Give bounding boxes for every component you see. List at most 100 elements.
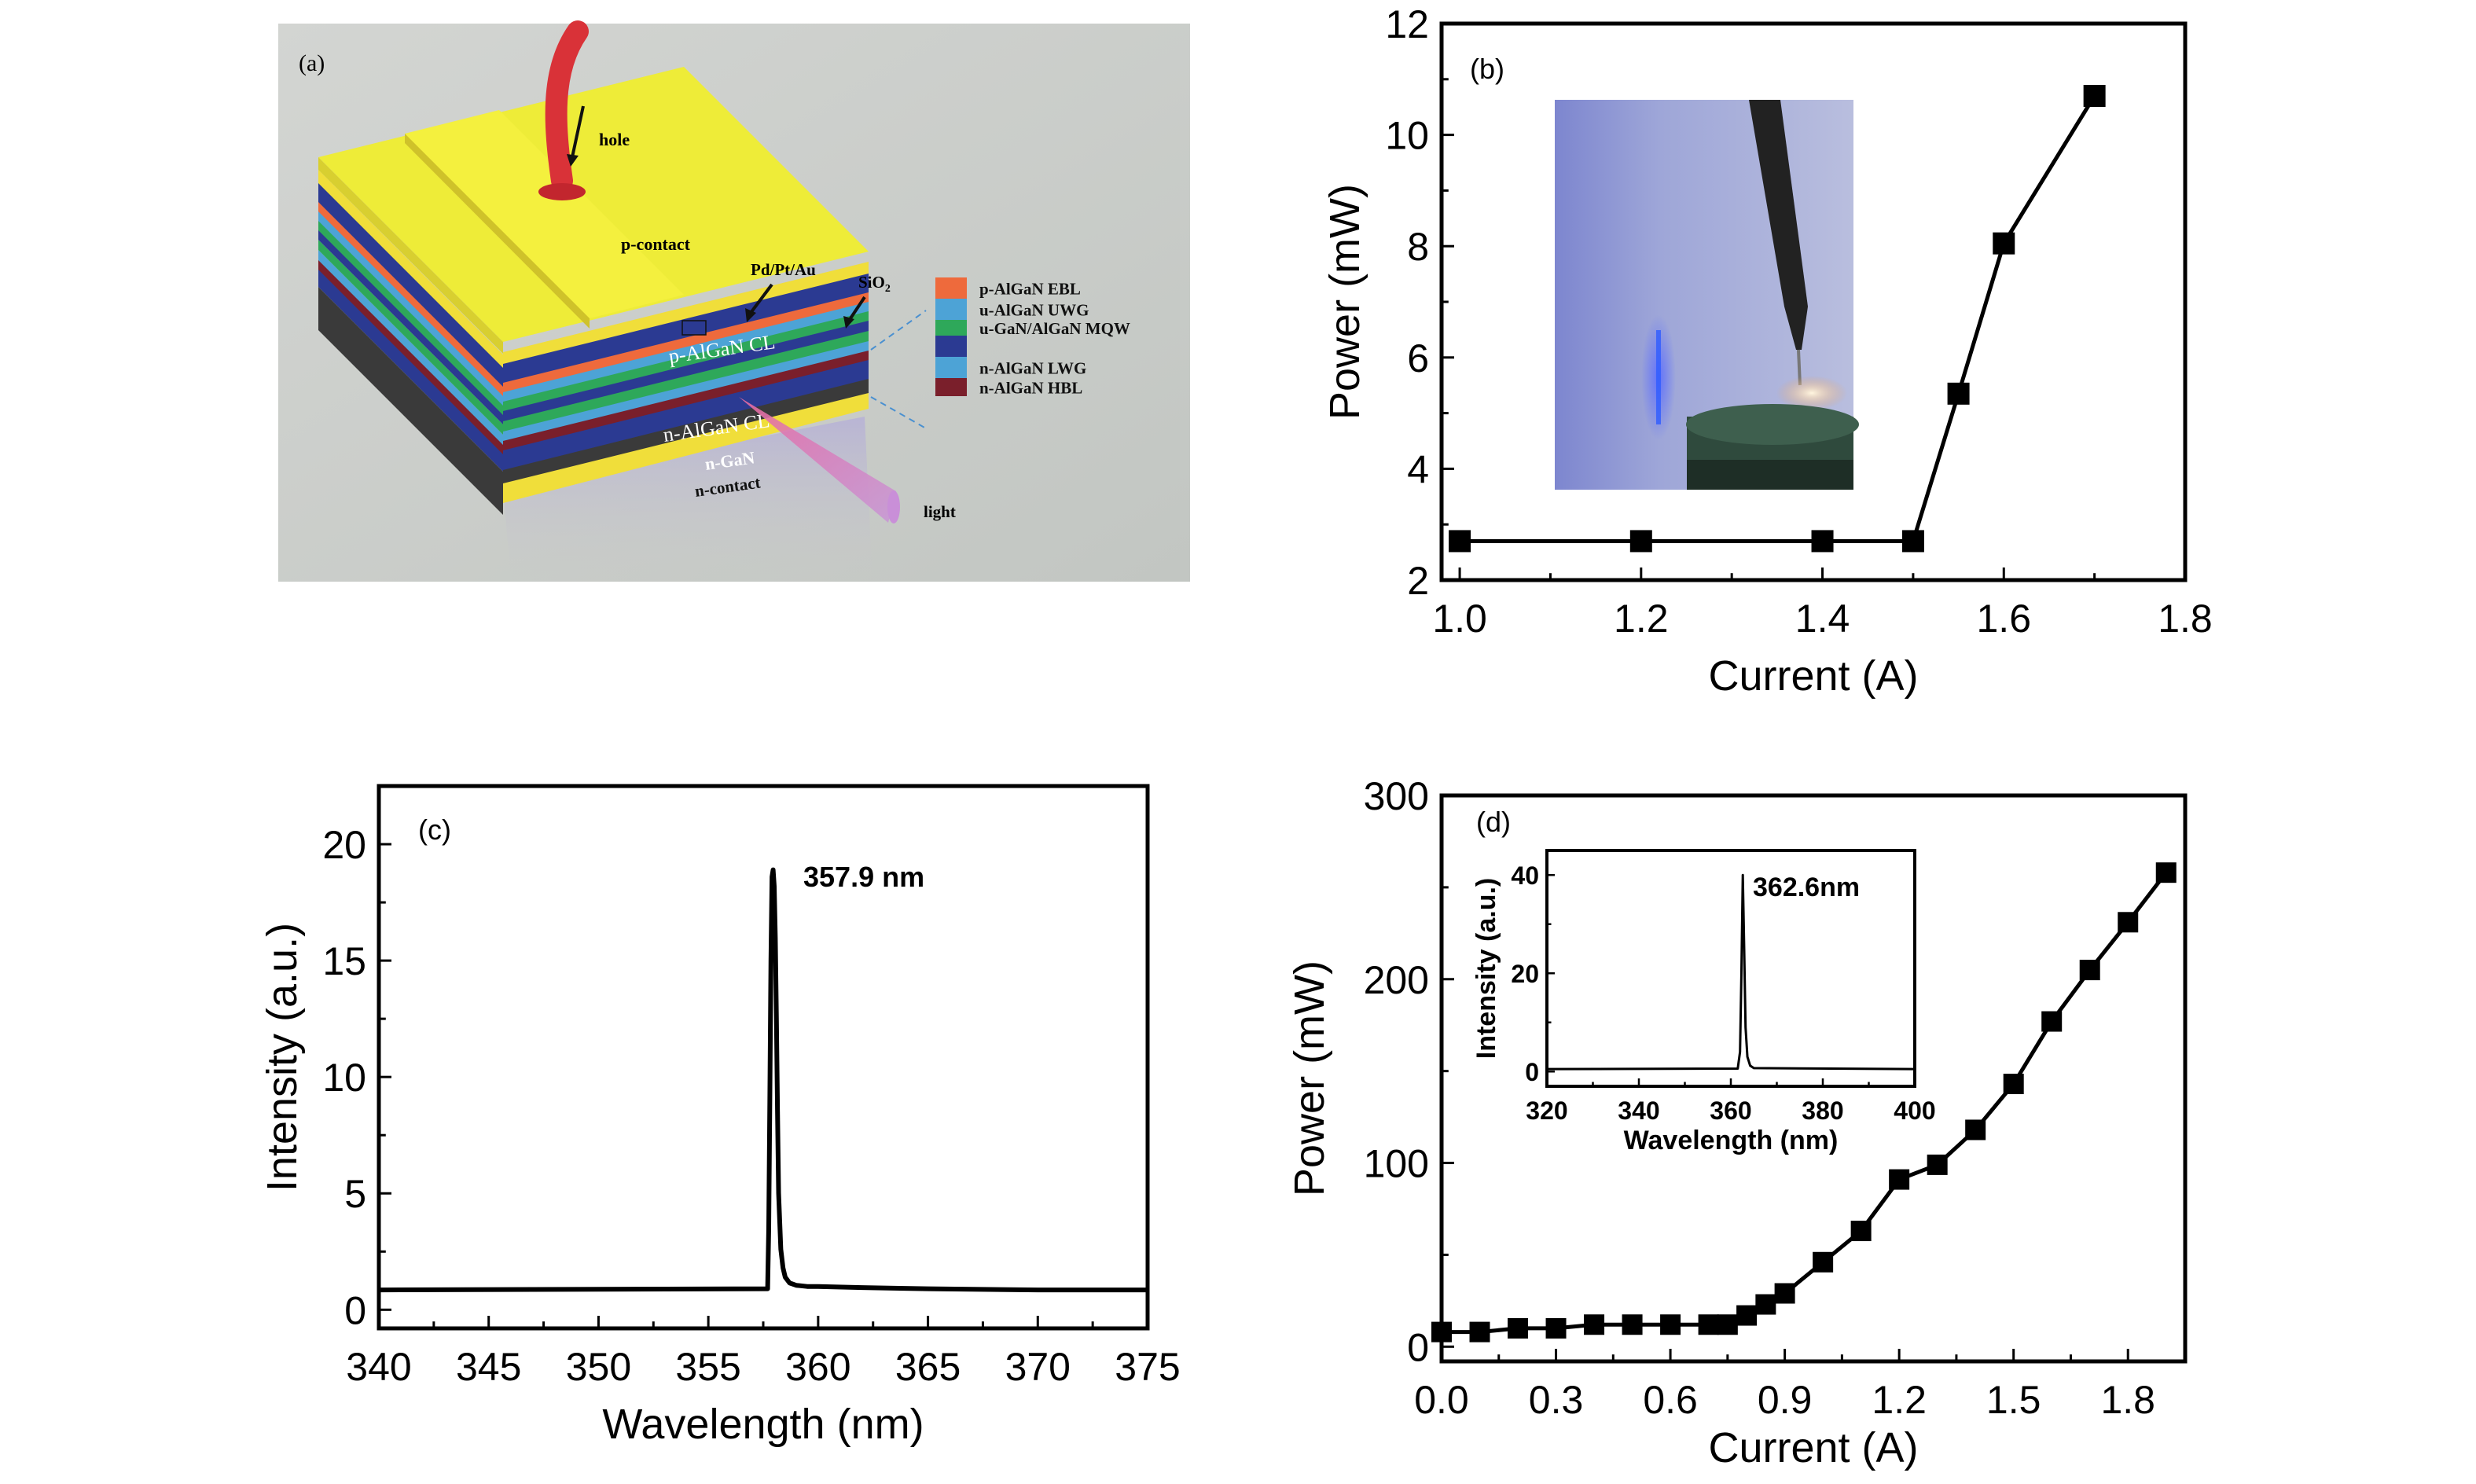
d-inset-x-axis-title: Wavelength (nm) [1624,1126,1839,1155]
layer-swatch [935,320,967,336]
b-y-tick-label: 10 [1385,114,1429,158]
d-data-point [1813,1251,1834,1273]
b-x-tick-label: 1.4 [1795,597,1850,641]
d-y-axis-title: Power (mW) [1286,961,1333,1196]
d-x-axis-title: Current (A) [1708,1424,1918,1471]
d-data-point [1774,1283,1795,1304]
d-data-point [1717,1314,1738,1335]
peak-annotation-d: 362.6nm [1753,872,1860,902]
layer-swatch [935,277,967,299]
c-x-tick-label: 340 [346,1345,411,1389]
ridge-notch [681,320,707,336]
panel-a-schematic: (a) [278,20,1190,582]
layer-label: n-AlGaN HBL [979,379,1082,398]
connector-top [870,310,927,351]
c-y-tick-label: 5 [344,1172,366,1216]
d-inset-series-line [1546,873,1916,1071]
b-data-point [1811,530,1834,553]
c-x-tick-label: 345 [456,1345,521,1389]
d-inset-x-tick-label: 380 [1802,1096,1843,1125]
layer-label: p-AlGaN EBL [979,280,1081,299]
c-y-tick-label: 10 [322,1056,366,1100]
b-data-point [1449,530,1471,553]
b-y-tick-label: 6 [1407,336,1429,380]
layer-swatch [935,357,967,378]
d-x-tick-label: 0.3 [1529,1378,1584,1422]
b-x-tick-label: 1.2 [1614,597,1669,641]
d-data-point [1850,1221,1872,1242]
d-data-point [2118,912,2139,933]
layer-label: n-AlGaN LWG [979,359,1086,378]
b-y-axis-title: Power (mW) [1321,184,1368,420]
d-data-point [1889,1169,1910,1190]
b-y-tick-label: 4 [1407,447,1429,491]
d-x-tick-label: 0.6 [1643,1378,1698,1422]
c-x-tick-label: 350 [566,1345,631,1389]
b-y-tick-label: 8 [1407,225,1429,269]
c-y-tick-label: 20 [322,823,366,867]
d-data-point [2041,1011,2063,1032]
b-x-axis-title: Current (A) [1708,652,1918,700]
b-x-tick-label: 1.0 [1432,597,1487,641]
layer-stack-side [503,262,869,503]
layer-label: u-AlGaN UWG [979,301,1089,320]
layer-swatch [935,336,967,357]
d-data-point [1927,1154,1948,1175]
d-data-point [1622,1314,1643,1335]
c-x-tick-label: 370 [1005,1345,1071,1389]
pd-pt-au-label: Pd/Pt/Au [751,260,816,279]
panel-a-label: (a) [299,50,325,76]
ground-glow [503,417,872,582]
c-x-tick-label: 365 [895,1345,961,1389]
c-y-tick-label: 15 [322,939,366,983]
panel-b-chart: (b) 1.0 1.2 1.4 1.6 1.8 2 4 6 8 10 12 Current (A) Po… [1321,2,2213,700]
d-data-point [1469,1321,1490,1343]
panel-c-label: (c) [418,814,451,846]
c-y-axis-title: Intensity (a.u.) [259,923,306,1192]
sio2-label: SiO2 [858,273,891,295]
panel-b-label: (b) [1470,53,1504,85]
hole-label: hole [599,130,630,149]
d-x-tick-label: 0.9 [1758,1378,1813,1422]
d-data-point [1736,1305,1758,1326]
d-data-point [1965,1119,1986,1141]
hole-injection-tube [545,20,589,192]
d-y-tick-label: 100 [1364,1142,1429,1186]
light-beam [739,397,896,523]
d-inset-x-tick-label: 320 [1526,1096,1567,1125]
d-x-tick-label: 1.2 [1872,1378,1927,1422]
layer-stack-front [318,170,503,515]
c-y-tick-label: 0 [344,1288,366,1332]
d-inset-background [1547,850,1915,1086]
hole-arrow [571,105,585,158]
d-data-point [1755,1294,1776,1315]
layer-swatch [935,378,967,396]
d-inset-y-tick-label: 40 [1511,861,1539,890]
d-data-point [1431,1321,1452,1343]
b-data-point [1629,530,1652,553]
d-inset-y-tick-label: 0 [1525,1058,1539,1086]
d-x-tick-label: 1.5 [1986,1378,2041,1422]
c-x-tick-label: 360 [785,1345,850,1389]
d-inset-y-axis-title: Intensity (a.u.) [1471,878,1501,1059]
panel-d-label: (d) [1476,806,1511,838]
b-data-point [1901,530,1924,553]
laser-photo-inset [1555,100,1859,490]
d-y-tick-label: 0 [1407,1325,1429,1369]
c-x-tick-label: 375 [1115,1345,1180,1389]
c-x-tick-label: 355 [675,1345,740,1389]
layer-label: u-GaN/AlGaN MQW [979,319,1130,338]
d-data-point [2155,862,2177,883]
d-data-point [1698,1314,1719,1335]
b-data-point [2083,85,2106,108]
c-plot-frame [377,784,1150,1331]
panel-d-chart: (d) 0.0 0.3 0.6 0.9 1.2 1.5 1.80100200300Curre… [1286,774,2188,1471]
d-inset-x-tick-label: 400 [1894,1096,1935,1125]
b-x-tick-label: 1.8 [2158,597,2213,641]
d-inset-x-tick-label: 340 [1618,1096,1659,1125]
layer-swatch [935,299,967,320]
b-y-tick-label: 2 [1407,559,1429,603]
d-plot-frame [1439,793,2188,1364]
